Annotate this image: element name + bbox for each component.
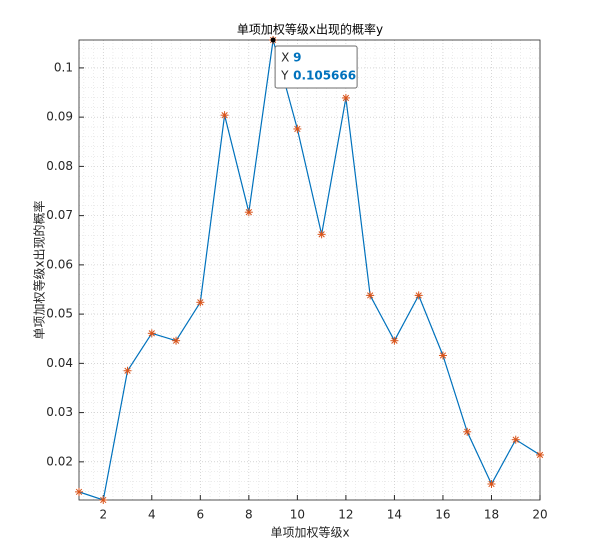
datatip-x-value: 9 [293, 51, 301, 65]
marker [366, 291, 375, 300]
marker-stroke [488, 480, 495, 488]
marker [172, 336, 181, 345]
y-tick-label: 0.02 [46, 454, 73, 468]
y-tick-label: 0.04 [46, 356, 73, 370]
marker [536, 450, 544, 459]
marker-stroke [124, 367, 131, 374]
y-tick-label: 0.07 [46, 208, 73, 222]
marker-stroke [100, 496, 107, 504]
marker [463, 427, 472, 436]
x-tick-label: 10 [290, 508, 305, 522]
marker [244, 208, 253, 217]
marker-stroke [367, 292, 374, 299]
marker [438, 351, 447, 360]
datatip-y-label: Y [280, 69, 289, 83]
x-tick-label: 2 [99, 508, 107, 522]
marker-stroke [512, 436, 519, 443]
axes-box [78, 39, 541, 501]
x-tick-label: 6 [196, 508, 204, 522]
marker [414, 291, 423, 300]
marker [293, 124, 302, 133]
x-axis-label: 单项加权等级x [270, 526, 349, 540]
y-tick-label: 0.09 [46, 110, 73, 124]
marker-stroke [245, 209, 252, 216]
marker [123, 366, 132, 375]
marker-stroke [536, 451, 544, 459]
marker-stroke [197, 299, 204, 306]
y-tick-label: 0.1 [54, 60, 73, 74]
y-tick-label: 0.08 [46, 159, 73, 173]
marker [99, 496, 108, 504]
marker-stroke [294, 125, 301, 133]
marker [220, 111, 229, 120]
marker [75, 487, 83, 496]
datatip-point [270, 37, 276, 43]
y-tick-label: 0.06 [46, 257, 73, 271]
y-axis-label: 单项加权等级x出现的概率 [32, 200, 47, 339]
marker-stroke [318, 231, 325, 238]
marker-stroke [148, 330, 155, 337]
x-tick-label: 8 [245, 508, 253, 522]
x-tick-label: 20 [532, 508, 547, 522]
marker-stroke [342, 94, 350, 102]
x-tick-label: 16 [435, 508, 450, 522]
marker [511, 435, 520, 444]
marker-stroke [439, 352, 447, 359]
marker-stroke [172, 337, 180, 344]
chart-title: 单项加权等级x出现的概率y [237, 22, 383, 37]
marker [196, 298, 205, 307]
marker-stroke [221, 112, 228, 119]
x-tick-label: 14 [387, 508, 402, 522]
x-tick-label: 12 [338, 508, 353, 522]
marker [341, 93, 350, 102]
data-line [78, 39, 541, 501]
y-tick-label: 0.05 [46, 307, 73, 321]
datatip-y-value: 0.105666 [293, 69, 356, 83]
x-tick-label: 4 [148, 508, 156, 522]
y-tick-label: 0.03 [46, 405, 73, 419]
marker [487, 479, 496, 488]
marker [390, 336, 399, 345]
marker-stroke [415, 292, 422, 299]
marker [147, 329, 156, 338]
marker-stroke [391, 337, 398, 344]
marker [317, 230, 326, 239]
marker-stroke [75, 488, 83, 496]
datatip-x-label: X [281, 51, 289, 65]
x-tick-label: 18 [484, 508, 499, 522]
marker-stroke [464, 428, 471, 435]
datatip-box [274, 45, 358, 89]
